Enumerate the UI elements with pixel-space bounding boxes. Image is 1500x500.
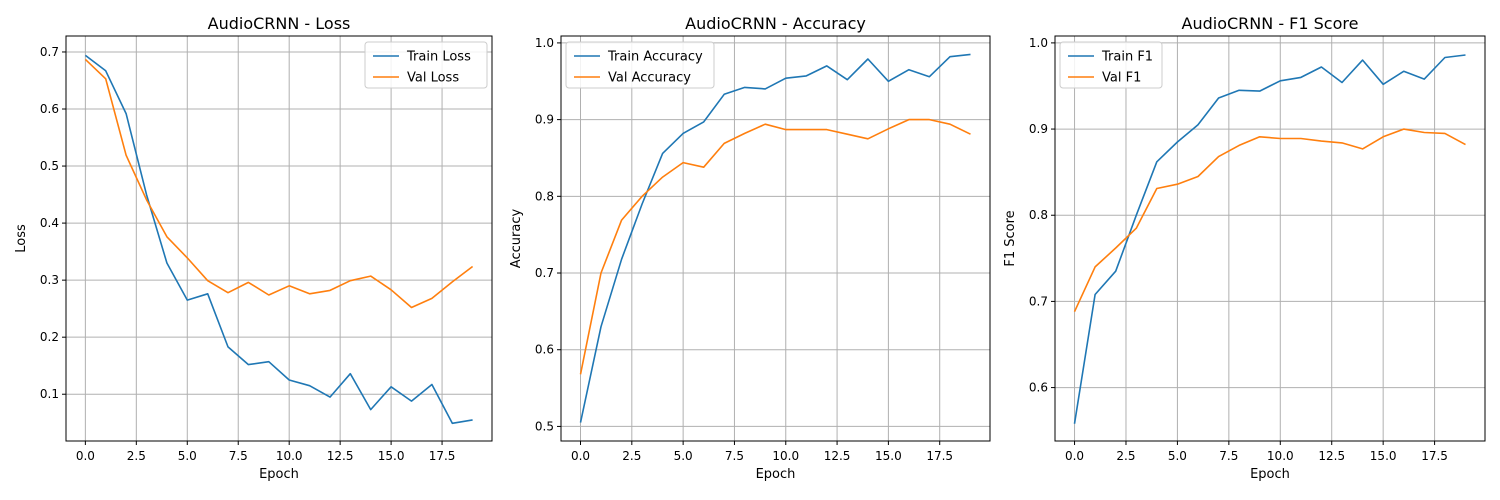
legend-label: Train F1	[1101, 50, 1153, 65]
x-tick-label: 2.5	[127, 449, 146, 463]
y-tick-label: 0.4	[40, 216, 59, 230]
plot-frame	[560, 35, 991, 442]
x-tick-label: 17.5	[926, 449, 953, 463]
y-axis-label: F1 Score	[1003, 210, 1018, 266]
x-tick-label: 17.5	[429, 449, 456, 463]
legend: Train F1 Val F1	[1059, 41, 1163, 89]
series-line-val	[1073, 128, 1466, 313]
x-axis-label: Epoch	[1250, 467, 1290, 482]
x-tick-label: 12.5	[1318, 449, 1345, 463]
x-tick-label: 0.0	[571, 449, 590, 463]
x-axis-label: Epoch	[259, 467, 299, 482]
legend-label: Val Loss	[407, 71, 459, 86]
chart-title: AudioCRNN - Accuracy	[685, 14, 866, 33]
x-tick-label: 12.5	[327, 449, 354, 463]
y-tick-label: 0.7	[1029, 294, 1048, 308]
chart-panel-1: 0.0 2.5 5.0 7.5 10.0 12.5 15.0 17.5 0.1 0.2 0.3 0.4…	[14, 14, 493, 482]
legend-label: Train Accuracy	[607, 50, 703, 65]
x-tick-label: 2.5	[622, 449, 641, 463]
series-line-train	[1073, 54, 1466, 424]
plot-frame	[1054, 35, 1486, 442]
series-line-train	[84, 54, 473, 425]
x-tick-label: 10.0	[276, 449, 303, 463]
x-tick-label: 5.0	[178, 449, 197, 463]
series-line-val	[579, 118, 971, 375]
x-tick-label: 10.0	[772, 449, 799, 463]
x-tick-label: 17.5	[1421, 449, 1448, 463]
x-tick-label: 7.5	[229, 449, 248, 463]
grid-lines	[66, 36, 492, 441]
chart-title: AudioCRNN - Loss	[208, 14, 351, 33]
legend-label: Train Loss	[406, 50, 471, 65]
y-tick-label: 0.6	[535, 343, 554, 357]
y-axis-label: Loss	[14, 224, 29, 253]
y-tick-label: 1.0	[535, 36, 554, 50]
y-tick-label: 0.5	[535, 419, 554, 433]
x-tick-label: 7.5	[725, 449, 744, 463]
y-tick-label: 0.3	[40, 273, 59, 287]
chart-panel-2: 0.0 2.5 5.0 7.5 10.0 12.5 15.0 17.5 0.5 0.6 0.7 0.8…	[509, 14, 991, 482]
legend-label: Val F1	[1102, 71, 1141, 86]
y-tick-label: 0.9	[535, 113, 554, 127]
x-tick-label: 5.0	[674, 449, 693, 463]
x-tick-label: 7.5	[1219, 449, 1238, 463]
x-tick-label: 12.5	[824, 449, 851, 463]
y-tick-label: 0.7	[535, 266, 554, 280]
x-tick-label: 15.0	[378, 449, 405, 463]
y-tick-label: 1.0	[1029, 36, 1048, 50]
x-tick-label: 15.0	[1370, 449, 1397, 463]
y-tick-label: 0.9	[1029, 122, 1048, 136]
series-line-train	[579, 53, 971, 423]
y-axis-label: Accuracy	[509, 209, 524, 269]
plot-frame	[65, 35, 493, 442]
x-tick-label: 5.0	[1168, 449, 1187, 463]
grid-lines	[561, 36, 990, 441]
x-tick-label: 10.0	[1267, 449, 1294, 463]
legend-box	[565, 41, 715, 89]
y-tick-label: 0.5	[40, 159, 59, 173]
legend: Train Accuracy Val Accuracy	[565, 41, 715, 89]
x-axis-label: Epoch	[756, 467, 796, 482]
y-tick-label: 0.6	[40, 102, 59, 116]
series-line-val	[84, 58, 474, 309]
x-tick-label: 15.0	[875, 449, 902, 463]
x-tick-label: 2.5	[1116, 449, 1135, 463]
legend-label: Val Accuracy	[608, 71, 691, 86]
legend: Train Loss Val Loss	[364, 41, 488, 89]
chart-panel-3: 0.0 2.5 5.0 7.5 10.0 12.5 15.0 17.5 0.6 0.7 0.8 0.9…	[1003, 14, 1486, 482]
y-tick-label: 0.8	[1029, 208, 1048, 222]
x-tick-label: 0.0	[1065, 449, 1084, 463]
y-tick-label: 0.6	[1029, 381, 1048, 395]
y-tick-label: 0.1	[40, 387, 59, 401]
chart-title: AudioCRNN - F1 Score	[1182, 14, 1359, 33]
y-tick-label: 0.8	[535, 189, 554, 203]
y-tick-label: 0.2	[40, 330, 59, 344]
y-tick-label: 0.7	[40, 45, 59, 59]
x-tick-label: 0.0	[76, 449, 95, 463]
grid-lines	[1055, 36, 1485, 441]
